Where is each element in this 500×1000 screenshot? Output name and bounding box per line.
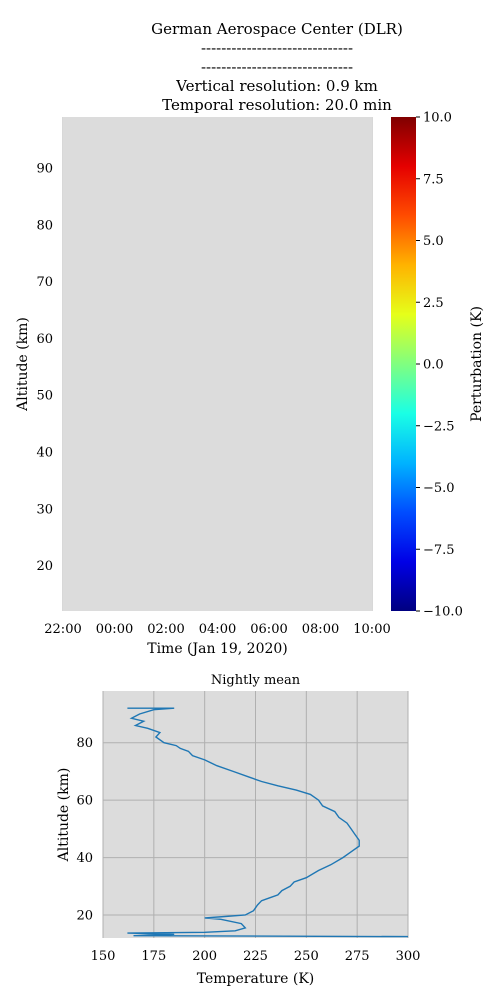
title-line-4: Temporal resolution: 20.0 min bbox=[162, 96, 392, 114]
colorbar-tick-label: −2.5 bbox=[423, 419, 455, 434]
title-line-2: ------------------------------ bbox=[201, 58, 353, 76]
profile-x-tick-label: 225 bbox=[243, 949, 268, 964]
profile-x-tick-label: 250 bbox=[294, 949, 319, 964]
heatmap-x-label: Time (Jan 19, 2020) bbox=[147, 641, 288, 657]
heatmap-x-tick-label: 00:00 bbox=[96, 622, 133, 637]
profile-x-tick-label: 300 bbox=[396, 949, 421, 964]
heatmap-y-tick-label: 90 bbox=[36, 162, 53, 177]
colorbar-label: Perturbation (K) bbox=[469, 306, 485, 422]
colorbar-tick-label: −5.0 bbox=[423, 481, 455, 496]
colorbar-tick-label: −7.5 bbox=[423, 543, 455, 558]
heatmap-x-tick-label: 04:00 bbox=[199, 622, 236, 637]
title-line-3: Vertical resolution: 0.9 km bbox=[175, 77, 378, 95]
profile-x-label: Temperature (K) bbox=[197, 971, 315, 987]
profile-y-ticks: 20 40 60 80 bbox=[76, 736, 93, 923]
heatmap-x-ticks: 22:00 00:00 02:00 04:00 06:00 08:00 10:00 bbox=[44, 622, 390, 637]
heatmap-y-tick-label: 60 bbox=[36, 332, 53, 347]
heatmap-x-tick-label: 02:00 bbox=[147, 622, 184, 637]
profile-x-tick-label: 175 bbox=[141, 949, 166, 964]
temperature-profile-line bbox=[127, 707, 409, 938]
profile-y-tick-label: 40 bbox=[76, 851, 93, 866]
title-line-0: German Aerospace Center (DLR) bbox=[151, 20, 403, 38]
figure-title: German Aerospace Center (DLR)-----------… bbox=[151, 20, 403, 114]
colorbar: 10.0 7.5 5.0 2.5 0.0 −2.5 −5.0 −7.5 −10.0 Pertur… bbox=[391, 111, 485, 620]
colorbar-tick-label: 7.5 bbox=[423, 172, 444, 187]
profile-title: Nightly mean bbox=[211, 673, 301, 688]
colorbar-tick-label: 5.0 bbox=[423, 234, 444, 249]
profile-x-tick-label: 150 bbox=[91, 949, 116, 964]
heatmap-y-tick-label: 40 bbox=[36, 446, 53, 461]
heatmap-bg-fill bbox=[63, 117, 372, 611]
heatmap-y-label: Altitude (km) bbox=[15, 317, 31, 412]
profile-y-tick-label: 80 bbox=[76, 736, 93, 751]
heatmap-y-tick-label: 30 bbox=[36, 502, 53, 517]
heatmap-y-tick-label: 80 bbox=[36, 218, 53, 233]
heatmap-y-tick-label: 20 bbox=[36, 559, 53, 574]
colorbar-tick-label: 2.5 bbox=[423, 296, 444, 311]
profile-x-tick-label: 275 bbox=[345, 949, 370, 964]
colorbar-tick-label: −10.0 bbox=[423, 605, 463, 620]
heatmap-y-tick-label: 50 bbox=[36, 389, 53, 404]
colorbar-tick-label: 0.0 bbox=[423, 358, 444, 373]
heatmap-y-tick-label: 70 bbox=[36, 275, 53, 290]
title-line-1: ------------------------------ bbox=[201, 39, 353, 57]
colorbar-ticks: 10.0 7.5 5.0 2.5 0.0 −2.5 −5.0 −7.5 −10.0 bbox=[416, 111, 463, 620]
heatmap-y-ticks: 20 30 40 50 60 70 80 90 bbox=[36, 162, 53, 574]
profile-y-tick-label: 60 bbox=[76, 794, 93, 809]
profile-x-tick-label: 200 bbox=[192, 949, 217, 964]
perturbation-heatmap: 22:00 00:00 02:00 04:00 06:00 08:00 10:00 20 30… bbox=[15, 117, 391, 657]
heatmap-x-tick-label: 22:00 bbox=[44, 622, 81, 637]
heatmap-x-tick-label: 10:00 bbox=[353, 622, 390, 637]
colorbar-tick-label: 10.0 bbox=[423, 111, 452, 126]
profile-grid bbox=[102, 691, 409, 938]
colorbar-gradient bbox=[391, 117, 416, 611]
profile-y-tick-label: 20 bbox=[76, 909, 93, 924]
heatmap-x-tick-label: 08:00 bbox=[302, 622, 339, 637]
heatmap-x-tick-label: 06:00 bbox=[250, 622, 287, 637]
nightly-mean-profile: Nightly mean 150 175 200 225 250 275 300 20 40 6… bbox=[56, 673, 420, 987]
profile-x-ticks: 150 175 200 225 250 275 300 bbox=[91, 949, 421, 964]
profile-y-label: Altitude (km) bbox=[56, 768, 72, 863]
